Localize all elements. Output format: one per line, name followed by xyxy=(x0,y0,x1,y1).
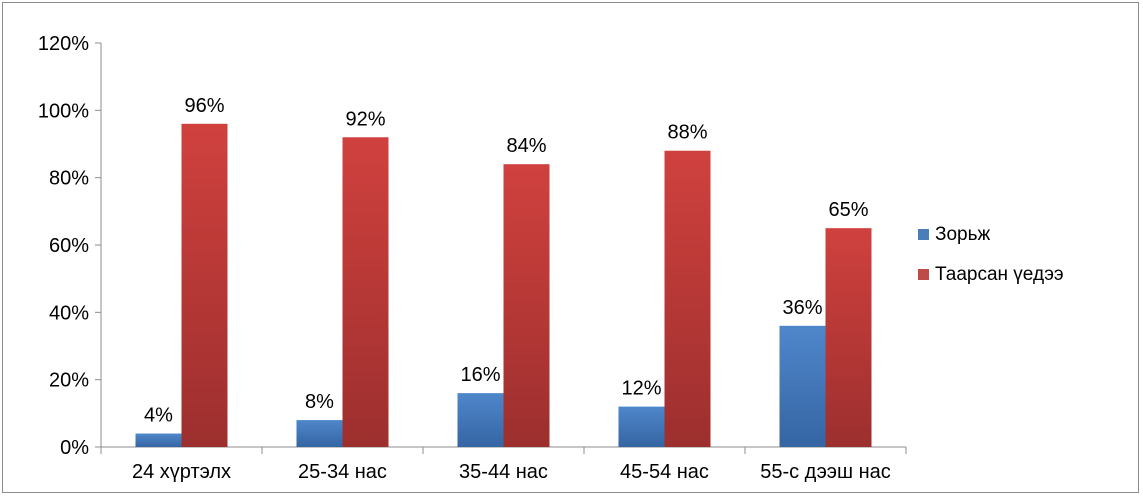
data-label: 16% xyxy=(460,364,500,386)
data-label: 96% xyxy=(184,95,224,117)
y-tick-label: 40% xyxy=(49,302,89,324)
bar-zorj-1 xyxy=(296,420,343,447)
x-tick-label: 55-с дээш нас xyxy=(760,461,891,483)
bar-taarsan-2 xyxy=(503,164,550,447)
bar-zorj-3 xyxy=(618,406,665,447)
legend-swatch xyxy=(918,229,929,240)
bar-zorj-2 xyxy=(457,393,504,447)
y-tick-label: 20% xyxy=(49,370,89,392)
y-tick-label: 100% xyxy=(38,100,89,122)
data-label: 65% xyxy=(828,199,868,221)
bar-chart: 0% 20% 40% 60% 80% 100% 120% 24 хүртэлх 25-34 на… xyxy=(38,33,1064,483)
legend-label: Зорьж xyxy=(935,224,991,245)
data-label: 36% xyxy=(782,297,822,319)
legend-swatch xyxy=(918,269,929,280)
x-tick-label: 24 хүртэлх xyxy=(132,461,231,483)
bar-taarsan-1 xyxy=(342,137,389,447)
data-label: 88% xyxy=(667,122,707,144)
bar-taarsan-3 xyxy=(664,150,711,447)
bar-taarsan-4 xyxy=(825,228,872,447)
data-label: 8% xyxy=(305,391,334,413)
y-tick-label: 0% xyxy=(60,437,89,459)
x-tick-label: 45-54 нас xyxy=(620,461,709,483)
y-tick-label: 80% xyxy=(49,168,89,190)
y-tick-label: 120% xyxy=(38,33,89,55)
legend-label: Таарсан үедээ xyxy=(935,264,1064,285)
y-tick-label: 60% xyxy=(49,235,89,257)
bar-zorj-4 xyxy=(779,325,826,447)
x-tick-label: 25-34 нас xyxy=(298,461,387,483)
data-label: 92% xyxy=(345,108,385,130)
chart-frame: 0% 20% 40% 60% 80% 100% 120% 24 хүртэлх 25-34 на… xyxy=(2,2,1139,493)
bar-zorj-0 xyxy=(135,433,182,447)
data-label: 4% xyxy=(144,405,173,427)
x-tick-label: 35-44 нас xyxy=(459,461,548,483)
data-label: 84% xyxy=(506,135,546,157)
data-label: 12% xyxy=(621,378,661,400)
bar-taarsan-0 xyxy=(181,123,228,448)
